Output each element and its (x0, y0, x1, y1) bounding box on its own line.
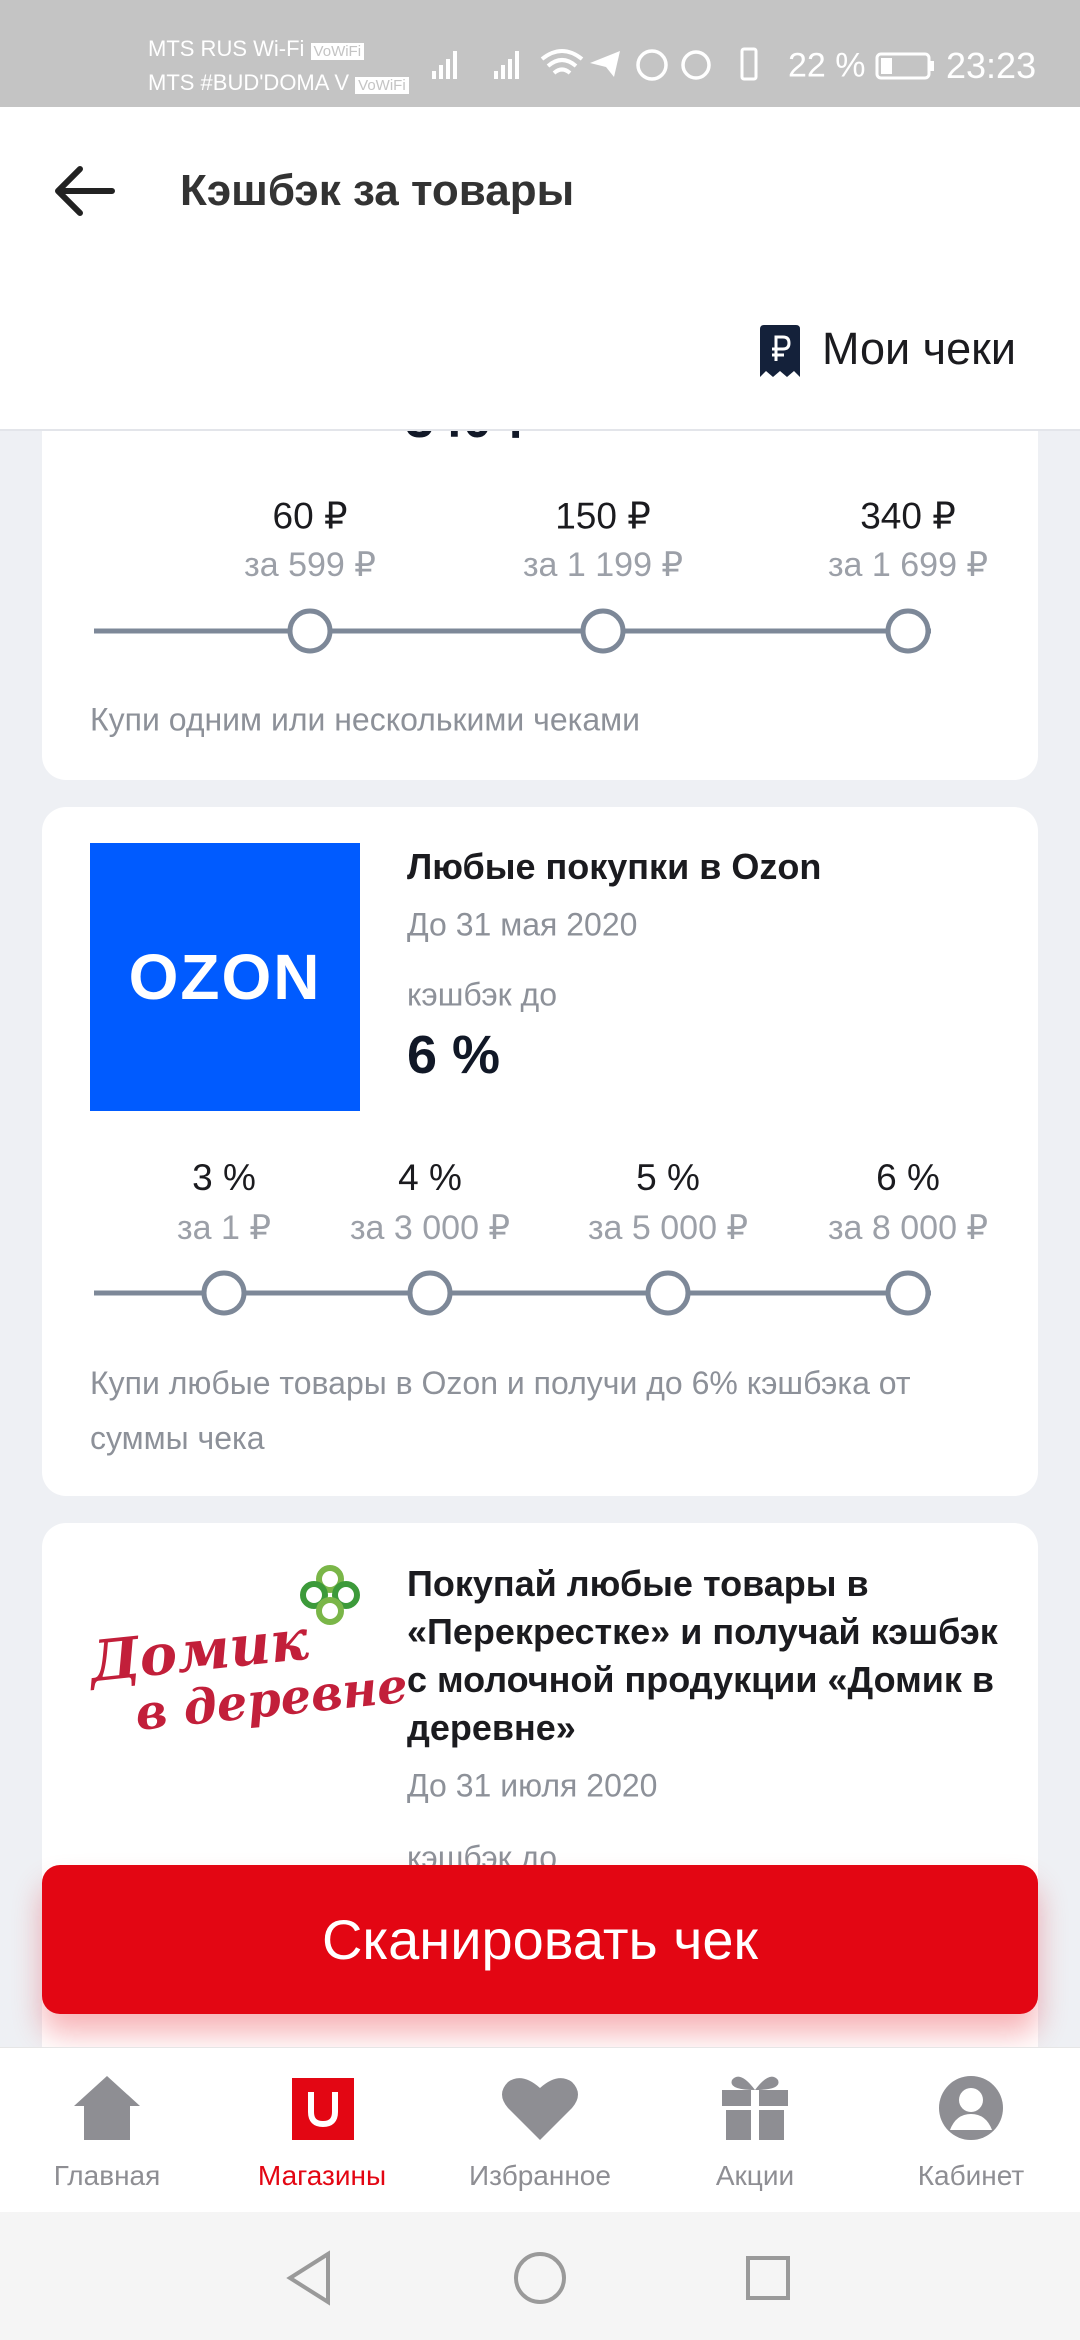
tab-label[interactable]: Кабинет (917, 2160, 1025, 2191)
slider-dot (201, 1270, 247, 1316)
receipt-icon (760, 325, 800, 377)
slider-dot (645, 1270, 691, 1316)
status-icons (432, 47, 758, 81)
back-button[interactable] (52, 165, 116, 217)
offer-title: Любые покупки в Ozon (407, 846, 822, 887)
tab-label[interactable]: Магазины (257, 2160, 387, 2191)
screen-title: Кэшбэк за товары (180, 166, 575, 215)
tier-reward: 5 % (636, 1157, 700, 1198)
slider-dot (580, 608, 626, 654)
slider-dot (885, 608, 931, 654)
tab-label[interactable]: Акции (715, 2160, 795, 2191)
tab-icons (74, 2076, 1003, 2140)
carrier-name: MTS #BUD'DOMA V (148, 70, 350, 95)
tier-reward: 3 % (192, 1157, 256, 1198)
offer-description: Купи любые товары в Ozon и получи до 6% … (90, 1365, 911, 1456)
carrier: MTS RUS Wi-Fi VoWiFi (148, 36, 365, 62)
tier-slider (94, 608, 931, 654)
slider-dot (885, 1270, 931, 1316)
nav-recents[interactable] (746, 2256, 790, 2300)
system-nav-buttons (286, 2250, 790, 2306)
scan-button[interactable]: Сканировать чек (42, 1865, 1038, 2014)
tier-threshold: за 1 699 ₽ (827, 546, 989, 584)
offer-deadline: До 31 июля 2020 (407, 1767, 658, 1804)
profile-icon[interactable] (939, 2076, 1003, 2140)
battery-icon (875, 52, 934, 80)
battery-level: 22 % (788, 46, 866, 85)
shops-icon[interactable] (292, 2078, 354, 2140)
tab-label[interactable]: Избранное (469, 2160, 611, 2191)
carrier-badge: VoWiFi (310, 43, 365, 60)
tier-threshold: за 1 199 ₽ (522, 546, 684, 584)
clover-icon (300, 1565, 360, 1625)
slider-dot (407, 1270, 453, 1316)
offer-title: Покупай любые товары в «Перекрестке» и п… (407, 1563, 998, 1748)
offer-cashback: 6 % (407, 1025, 501, 1085)
tier-threshold: за 5 000 ₽ (587, 1209, 749, 1247)
clock: 23:23 (946, 45, 1037, 86)
favorites-icon[interactable] (502, 2078, 578, 2140)
tier-slider (94, 1270, 931, 1316)
offer-description: Купи одним или несколькими чеками (90, 701, 640, 738)
status-bar: MTS RUS Wi-Fi VoWiFi MTS #BUD'DOMA V VoW… (0, 0, 1080, 107)
ozon-logo: OZON (90, 843, 360, 1111)
receipts-link[interactable]: Мои чеки (822, 323, 1016, 374)
tier-reward: 4 % (398, 1157, 462, 1198)
tier-threshold: за 3 000 ₽ (349, 1209, 511, 1247)
tab-label[interactable]: Главная (53, 2160, 161, 2191)
carrier: MTS #BUD'DOMA V VoWiFi (148, 70, 409, 96)
offer-deadline: До 31 мая 2020 (407, 906, 638, 943)
nav-back[interactable] (286, 2250, 330, 2306)
nav-home[interactable] (514, 2252, 566, 2304)
cashback-label: кэшбэк до (407, 976, 558, 1013)
carrier-name: MTS RUS Wi-Fi (148, 36, 305, 61)
tier-reward: 150 ₽ (555, 495, 651, 537)
system-nav (0, 2212, 1080, 2340)
tier-threshold: за 599 ₽ (244, 546, 376, 584)
tier-reward: 340 ₽ (860, 495, 956, 537)
tier-threshold: за 1 ₽ (177, 1209, 271, 1247)
tier-threshold: за 8 000 ₽ (827, 1209, 989, 1247)
home-icon[interactable] (74, 2076, 140, 2140)
tier-reward: 6 % (876, 1157, 940, 1198)
carrier-badge: VoWiFi (355, 77, 409, 94)
tier-reward: 60 ₽ (272, 495, 348, 537)
app-header (0, 107, 1080, 431)
slider-dot (287, 608, 333, 654)
